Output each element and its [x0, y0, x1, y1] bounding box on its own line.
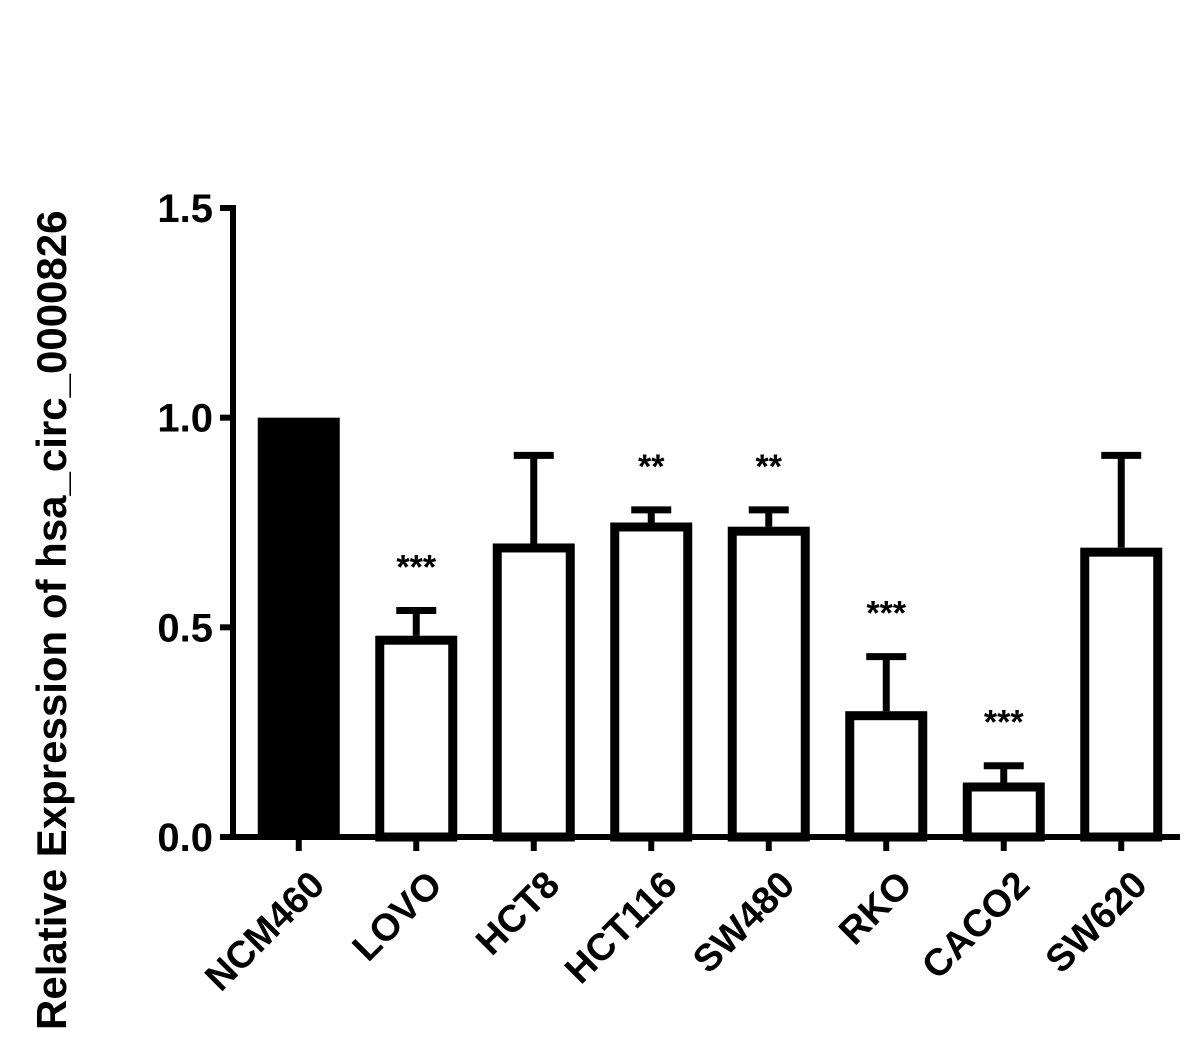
x-tick-label: HCT116 — [557, 864, 685, 992]
bar — [492, 543, 575, 842]
bar — [375, 635, 458, 842]
y-tick-label: 1.0 — [157, 397, 213, 441]
bar — [257, 417, 340, 837]
bars-group: ***** ******** — [257, 417, 1163, 842]
y-axis-label: Relative Expression of hsa_circ_0000826 — [28, 211, 75, 1031]
bar — [1080, 547, 1163, 842]
y-tick-label: 0.0 — [157, 816, 213, 860]
y-tick-label: 1.5 — [157, 187, 213, 231]
significance-label: *** — [866, 595, 906, 633]
bar — [962, 782, 1045, 842]
significance-label: ** — [756, 448, 783, 486]
significance-label: ** — [638, 448, 665, 486]
significance-label: *** — [396, 549, 436, 587]
bar — [727, 526, 810, 842]
x-tick-label: SW620 — [1038, 864, 1156, 982]
x-tick-label: LOVO — [345, 864, 451, 970]
x-tick-label: CACO2 — [914, 864, 1038, 988]
y-tick-label: 0.5 — [157, 606, 213, 650]
significance-label: *** — [984, 704, 1024, 742]
bar — [610, 522, 693, 842]
x-tick-label: HCT8 — [468, 864, 568, 964]
x-tick-label: NCM460 — [197, 864, 333, 1000]
x-tick-label: RKO — [831, 864, 920, 953]
bar — [845, 711, 928, 842]
x-tick-label: SW480 — [685, 864, 803, 982]
y-axis-ticks: 0.0 0.5 1.0 1.5 — [157, 187, 233, 860]
